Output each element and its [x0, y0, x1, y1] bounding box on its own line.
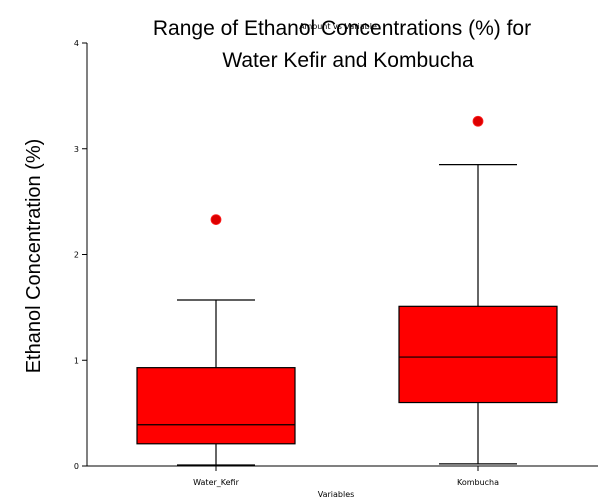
y-axis-label: Ethanol Concentration (%)	[23, 139, 45, 374]
kombucha-box	[398, 305, 558, 404]
chart-title-line-1: Range of Ethanol Concentrations (%) for	[153, 17, 531, 40]
water-kefir-x-tick-label: Water_Kefir	[193, 478, 239, 487]
kombucha-x-tick-label: Kombucha	[457, 478, 499, 487]
chart-title-line-2: Water Kefir and Kombucha	[222, 49, 474, 72]
y-tick-label-1: 1	[74, 356, 79, 365]
inner-title: Amount vs Variable	[299, 22, 377, 31]
y-tick-label-2: 2	[74, 251, 79, 260]
y-tick-label-3: 3	[74, 145, 79, 154]
y-tick-label-0: 0	[74, 462, 79, 471]
water-kefir-outlier-0	[210, 214, 222, 226]
plot-area: 0 1 2 3 4 Water_Kefir Kombucha	[74, 39, 598, 487]
x-axis-label: Variables	[318, 490, 355, 499]
y-tick-label-4: 4	[74, 39, 79, 48]
water-kefir-box	[136, 367, 296, 445]
kombucha-outlier-0	[472, 115, 484, 127]
